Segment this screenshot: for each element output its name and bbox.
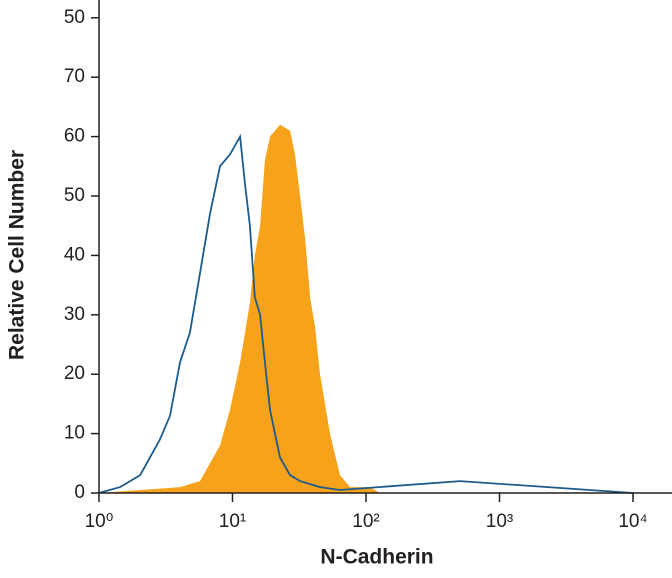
x-tick-label: 10⁰ [85,511,114,532]
histogram-area [99,124,633,493]
y-tick-label: 10 [64,423,85,444]
x-axis-label: N-Cadherin [320,546,433,569]
y-tick-label: 20 [64,363,85,384]
x-tick-label: 10² [352,511,379,532]
y-tick-label: 50 [64,185,85,206]
y-axis-label: Relative Cell Number [6,150,29,360]
y-tick-label: 50 [64,7,85,28]
y-tick-label: 40 [64,244,85,265]
x-tick-label: 10¹ [219,511,246,532]
x-tick-label: 10⁴ [618,511,647,532]
y-tick-label: 60 [64,126,85,147]
y-tick-label: 70 [64,66,85,87]
y-tick-label: 0 [74,482,85,503]
histogram-line [98,133,634,494]
y-tick-label: 30 [64,304,85,325]
x-tick-label: 10³ [486,511,513,532]
